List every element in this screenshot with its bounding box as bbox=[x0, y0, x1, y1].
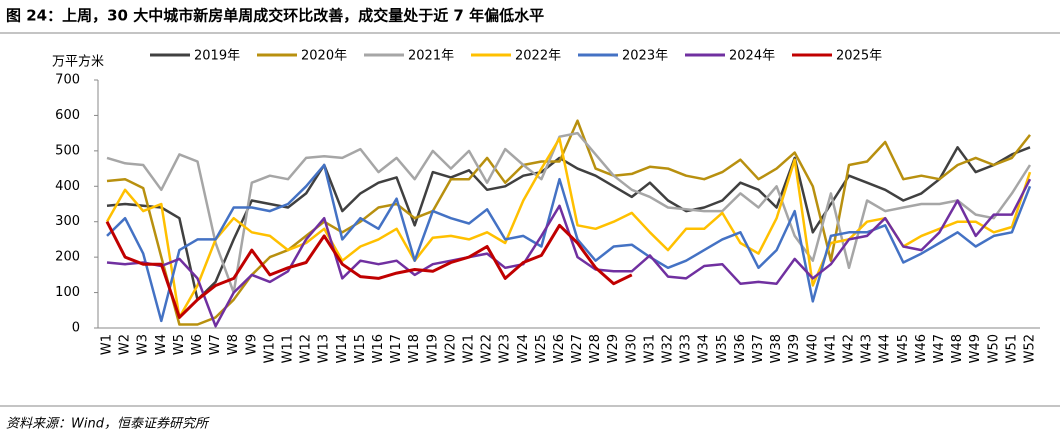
y-tick-label: 100 bbox=[55, 285, 80, 300]
x-tick-label: W51 bbox=[1004, 334, 1019, 363]
x-tick-label: W14 bbox=[335, 334, 350, 363]
x-tick-label: W44 bbox=[878, 334, 893, 363]
x-tick-label: W28 bbox=[588, 334, 603, 363]
x-tick-label: W33 bbox=[679, 334, 694, 363]
x-tick-label: W9 bbox=[244, 334, 259, 355]
x-tick-label: W16 bbox=[371, 334, 386, 363]
x-tick-label: W32 bbox=[661, 334, 676, 363]
x-tick-label: W29 bbox=[606, 334, 621, 363]
series-line bbox=[106, 163, 1032, 323]
x-tick-label: W46 bbox=[914, 334, 929, 363]
x-tick-label: W25 bbox=[534, 334, 549, 363]
y-tick-label: 700 bbox=[55, 73, 80, 88]
series-line bbox=[105, 221, 633, 319]
x-tick-label: W50 bbox=[986, 334, 1001, 363]
x-tick-label: W26 bbox=[552, 334, 567, 363]
x-tick-label: W49 bbox=[968, 334, 983, 363]
x-tick-label: W38 bbox=[769, 334, 784, 363]
legend-label: 2024年 bbox=[729, 49, 775, 64]
y-tick-label: 400 bbox=[55, 179, 80, 194]
series-line bbox=[106, 178, 1032, 328]
x-tick-label: W27 bbox=[570, 334, 585, 363]
x-tick-label: W7 bbox=[208, 334, 223, 355]
x-tick-label: W17 bbox=[389, 334, 404, 363]
x-tick-label: W23 bbox=[498, 334, 513, 363]
x-tick-label: W13 bbox=[317, 334, 332, 363]
x-tick-label: W52 bbox=[1023, 334, 1038, 363]
x-tick-label: W30 bbox=[624, 334, 639, 363]
x-tick-label: W3 bbox=[136, 334, 151, 355]
y-tick-label: 300 bbox=[55, 214, 80, 229]
x-tick-label: W5 bbox=[172, 334, 187, 355]
series-line bbox=[106, 119, 1031, 326]
x-tick-label: W47 bbox=[932, 334, 947, 363]
y-tick-label: 200 bbox=[55, 250, 80, 265]
x-tick-label: W36 bbox=[733, 334, 748, 363]
x-tick-label: W15 bbox=[353, 334, 368, 363]
y-tick-label: 600 bbox=[55, 108, 80, 123]
x-tick-label: W22 bbox=[480, 334, 495, 363]
legend-label: 2020年 bbox=[301, 49, 347, 64]
x-tick-label: W1 bbox=[100, 334, 115, 355]
chart-title: 图 24：上周，30 大中城市新房单周成交环比改善，成交量处于近 7 年偏低水平 bbox=[6, 7, 544, 25]
series-line bbox=[106, 131, 1032, 294]
x-tick-label: W42 bbox=[842, 334, 857, 363]
legend-label: 2022年 bbox=[515, 49, 561, 64]
source: 资料来源：Wind，恒泰证券研究所 bbox=[6, 416, 210, 432]
x-tick-label: W24 bbox=[516, 334, 531, 363]
x-tick-label: W20 bbox=[443, 334, 458, 363]
x-tick-label: W4 bbox=[154, 334, 169, 355]
series-line bbox=[105, 137, 1032, 319]
legend-label: 2023年 bbox=[622, 49, 668, 64]
legend-label: 2021年 bbox=[408, 49, 454, 64]
legend-label: 2019年 bbox=[194, 49, 240, 64]
x-tick-label: W37 bbox=[751, 334, 766, 363]
x-tick-label: W10 bbox=[262, 334, 277, 363]
x-tick-label: W18 bbox=[407, 334, 422, 363]
y-axis-label: 万平方米 bbox=[52, 54, 104, 70]
x-tick-label: W21 bbox=[461, 334, 476, 363]
x-tick-label: W12 bbox=[299, 334, 314, 363]
x-tick-label: W45 bbox=[896, 334, 911, 363]
legend-label: 2025年 bbox=[836, 49, 882, 64]
x-tick-label: W8 bbox=[226, 334, 241, 355]
y-tick-label: 0 bbox=[72, 321, 80, 336]
x-tick-label: W2 bbox=[118, 334, 133, 355]
x-tick-label: W40 bbox=[805, 334, 820, 363]
x-tick-label: W39 bbox=[787, 334, 802, 363]
x-tick-label: W35 bbox=[715, 334, 730, 363]
x-tick-label: W6 bbox=[190, 334, 205, 355]
x-tick-label: W48 bbox=[950, 334, 965, 363]
x-tick-label: W11 bbox=[280, 334, 295, 363]
x-tick-label: W43 bbox=[860, 334, 875, 363]
x-tick-label: W34 bbox=[697, 334, 712, 363]
x-tick-label: W19 bbox=[425, 334, 440, 363]
x-tick-label: W41 bbox=[823, 334, 838, 363]
x-tick-label: W31 bbox=[642, 334, 657, 363]
y-tick-label: 500 bbox=[55, 143, 80, 158]
series-line bbox=[106, 146, 1031, 301]
